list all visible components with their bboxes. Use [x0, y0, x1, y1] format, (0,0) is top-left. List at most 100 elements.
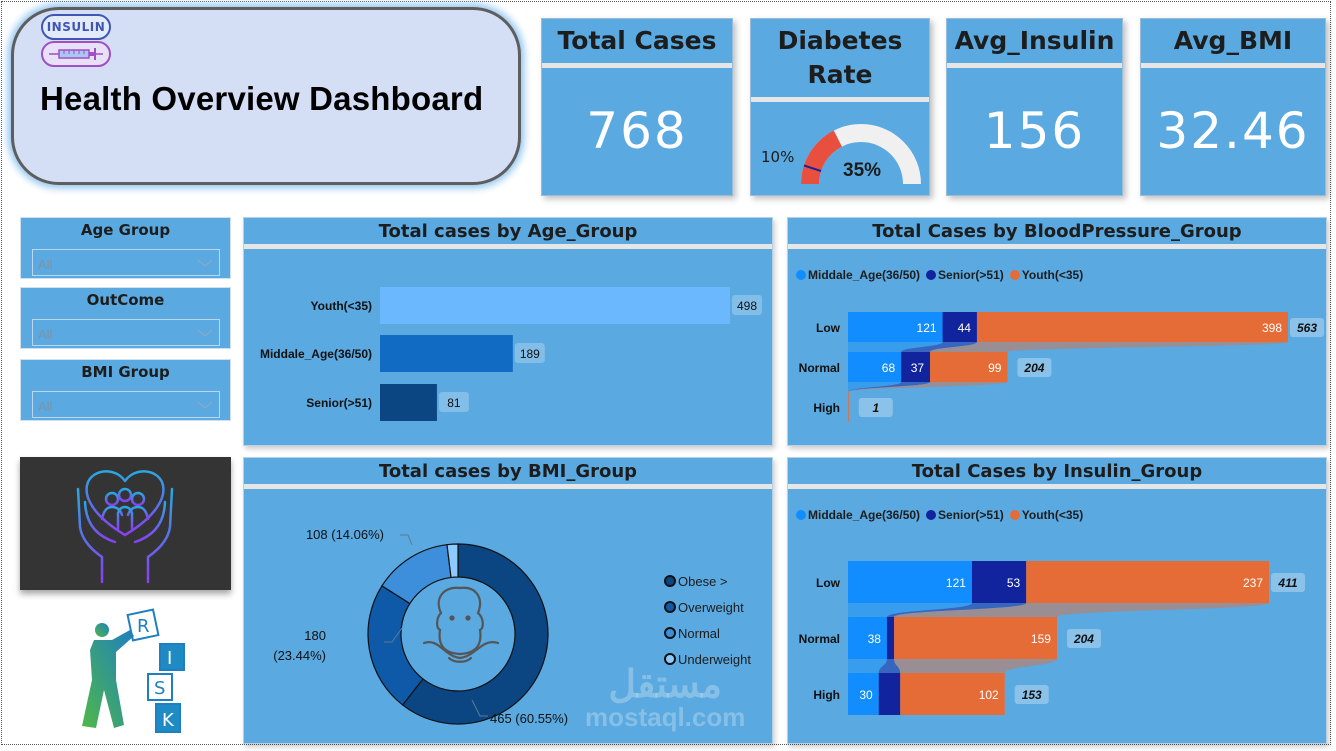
ribbon-connector	[894, 603, 1269, 617]
kpi-title: Avg_BMI	[1173, 26, 1293, 55]
kpi-total-cases[interactable]: Total Cases 768	[541, 18, 733, 196]
total-label: 204	[1023, 361, 1044, 375]
gauge-chart	[801, 124, 921, 184]
legend-label: Obese >	[678, 573, 728, 589]
bar-segment	[848, 617, 887, 659]
data-label: 121	[917, 321, 937, 335]
insulin-group-chart-panel[interactable]: Total Cases by Insulin_Group Middale_Age…	[787, 457, 1327, 744]
axis-category-label: High	[813, 688, 840, 702]
bar-segment	[848, 392, 849, 422]
legend-item[interactable]: Normal	[664, 620, 751, 646]
dashboard-title: Health Overview Dashboard	[40, 80, 484, 117]
age-group-dropdown[interactable]: All	[32, 249, 220, 276]
legend-item[interactable]: Underweight	[664, 646, 751, 672]
outcome-dropdown[interactable]: All	[32, 319, 220, 346]
total-label-bg	[1014, 685, 1049, 704]
data-label: 99	[988, 361, 1002, 375]
legend-dot	[796, 510, 806, 520]
legend-item-youth[interactable]: Youth(<35)	[1009, 508, 1083, 522]
data-label: 498	[737, 299, 757, 313]
face-icon	[422, 586, 500, 663]
legend-label: Youth(<35)	[1021, 268, 1084, 282]
bmi-group-dropdown[interactable]: All	[32, 391, 220, 418]
legend-item-senior[interactable]: Senior(>51)	[926, 508, 1004, 522]
kpi-divider	[1141, 63, 1325, 68]
chart-title: Total Cases by Insulin_Group	[911, 461, 1203, 482]
legend-label: Senior(>51)	[938, 508, 1004, 522]
data-label-bg	[438, 392, 469, 412]
total-label: 411	[1277, 576, 1297, 590]
gauge-target-marker	[803, 164, 822, 172]
bloodpressure-chart-panel[interactable]: Total Cases by BloodPressure_Group Midda…	[787, 217, 1327, 446]
header-card: INSULIN Health Overview Dashboard	[11, 7, 521, 185]
insulin-logo: INSULIN	[41, 14, 113, 67]
data-label: 189	[520, 347, 540, 361]
donut-slice	[367, 585, 424, 706]
bar	[380, 335, 513, 372]
bar-segment	[894, 617, 1057, 659]
legend-item[interactable]: Obese >	[664, 568, 751, 594]
syringe-icon	[41, 41, 111, 67]
dropdown-value: All	[38, 399, 53, 414]
ribbon-connector	[878, 659, 901, 673]
data-label: 180	[304, 628, 326, 643]
data-label: 37	[911, 361, 925, 375]
dropdown-value: All	[38, 257, 53, 272]
legend-dot	[796, 270, 806, 280]
axis-category-label: Middale_Age(36/50)	[260, 347, 372, 361]
legend-label: Overweight	[678, 599, 744, 615]
bar-segment	[976, 312, 1288, 342]
risk-letter: I	[167, 648, 172, 669]
legend-label: Normal	[678, 625, 720, 641]
donut-legend: Obese > Overweight Normal Underweight	[664, 568, 751, 672]
axis-category-label: High	[813, 401, 840, 415]
data-label: 68	[882, 361, 896, 375]
legend-label: Underweight	[678, 651, 751, 667]
data-label: 44	[958, 321, 972, 335]
gauge-value-label: 35%	[843, 160, 882, 181]
ribbon-connector	[886, 603, 1027, 617]
bmi-group-chart-panel[interactable]: Total cases by BMI_Group 465 (60.55%) 180…	[243, 457, 773, 744]
legend-item-middle-age[interactable]: Middale_Age(36/50)	[796, 508, 920, 522]
legend-label: Middale_Age(36/50)	[808, 268, 921, 282]
age-group-bar-chart: Youth(<35) 498 Middale_Age(36/50) 189 Senior…	[260, 287, 762, 421]
risk-image: R I S K	[20, 600, 231, 742]
kpi-avg-bmi[interactable]: Avg_BMI 32.46	[1140, 18, 1326, 196]
data-label: 81	[447, 396, 461, 410]
data-label: 108 (14.06%)	[306, 527, 384, 542]
slicer-title: OutCome	[86, 291, 165, 309]
kpi-diabetes-rate[interactable]: Diabetes Rate 10% 35%	[750, 18, 930, 196]
kpi-avg-insulin[interactable]: Avg_Insulin 156	[946, 18, 1123, 196]
bloodpressure-ribbon-chart: Low 121 44 398 563 Normal 68 37 99 204 High 1	[799, 312, 1324, 422]
legend-item-middle-age[interactable]: Middale_Age(36/50)	[796, 268, 920, 282]
face-smile	[447, 656, 473, 663]
insulin-logo-text: INSULIN	[41, 14, 111, 40]
kpi-value: 156	[983, 102, 1086, 160]
legend-item[interactable]: Overweight	[664, 594, 751, 620]
slicer-title: Age Group	[80, 221, 171, 239]
donut-slice	[401, 543, 549, 725]
risk-letter: S	[154, 678, 165, 699]
ribbon-connector	[848, 659, 887, 673]
legend-item-youth[interactable]: Youth(<35)	[1009, 268, 1084, 282]
kpi-divider	[751, 97, 929, 102]
leader-line	[384, 627, 403, 643]
legend-dot	[1009, 270, 1020, 280]
bar-segment	[848, 312, 943, 342]
age-group-chart-panel[interactable]: Total cases by Age_Group Youth(<35) 498 Mi…	[243, 217, 773, 446]
kpi-title: Diabetes Rate	[777, 26, 903, 89]
total-label-bg	[1017, 358, 1052, 377]
legend-label: Middale_Age(36/50)	[808, 508, 921, 522]
data-label: (23.44%)	[273, 648, 326, 663]
data-label: 53	[1007, 576, 1021, 590]
bar-segment	[878, 673, 901, 715]
panel-divider	[244, 484, 772, 489]
legend-item-senior[interactable]: Senior(>51)	[926, 268, 1004, 282]
risk-letter: K	[162, 710, 175, 731]
chart-title: Total cases by BMI_Group	[378, 461, 638, 482]
chevron-down-icon	[197, 323, 213, 342]
panel-divider	[788, 244, 1326, 249]
bar-segment	[901, 352, 931, 382]
legend-dot	[664, 601, 676, 613]
donut-slice	[446, 543, 459, 579]
